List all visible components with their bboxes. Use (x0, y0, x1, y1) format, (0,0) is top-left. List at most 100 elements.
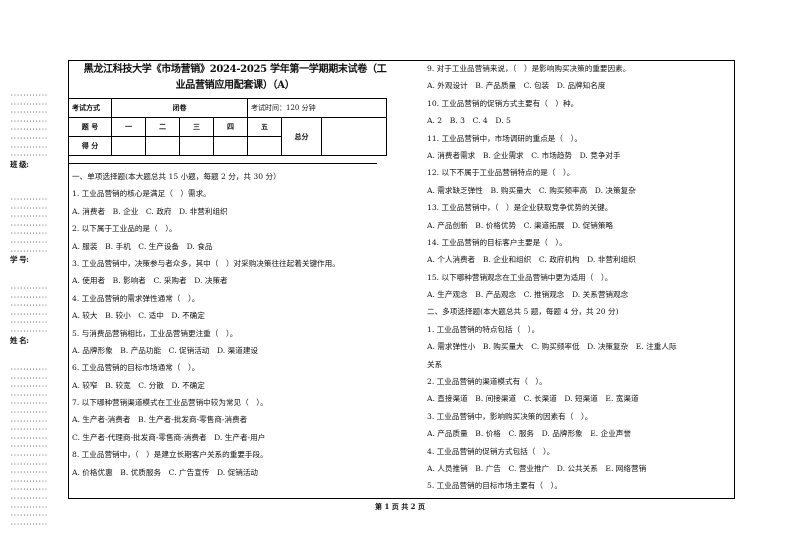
question-text: 7. 以下哪种营销渠道模式在工业品营销中较为常见（ ）。 (72, 398, 268, 408)
dot-line: ············ (10, 400, 48, 408)
dot-line: ············ (10, 285, 48, 292)
column-4: 四 (213, 117, 248, 137)
dot-line: ············ (10, 230, 48, 238)
answer-options: A. 2 B. 3 C. 4 D. 5 (427, 116, 511, 126)
question-no-label: 题 号 (68, 117, 112, 137)
dot-line: ············ (10, 117, 48, 125)
dot-line: ············ (10, 512, 48, 520)
dot-line: ············ (10, 196, 48, 203)
question-text: 8. 工业品营销中，（ ）是建立长期客户关系的重要手段。 (72, 450, 268, 460)
score-cell[interactable] (111, 136, 146, 156)
answer-options: C. 生产者-代理商-批发商-零售商-消费者 D. 生产者-用户 (72, 432, 266, 442)
answer-options: A. 消费者需求 B. 企业需求 C. 市场趋势 D. 竞争对手 (427, 150, 621, 160)
dot-line: ············ (10, 221, 48, 229)
question-text: 13. 工业品营销中，（ ）是企业获取竞争优势的关键。 (427, 203, 613, 213)
question-text: 14. 工业品营销的目标客户主要是（ ）。 (427, 237, 567, 247)
answer-options: A. 直接渠道 B. 间接渠道 C. 长渠道 D. 短渠道 E. 宽渠道 (427, 394, 639, 404)
dot-line: ············ (10, 302, 48, 310)
answer-options: A. 生产观念 B. 产品观念 C. 推销观念 D. 关系营销观念 (427, 290, 629, 300)
page-number: 第 1 页 共 2 页 (375, 502, 425, 511)
exam-title: 黑龙江科技大学《市场营销》2024-2025 学年第一学期期末试卷（工 业品营销… (70, 62, 400, 94)
question-text: 5. 工业品营销的目标市场主要有（ ）。 (427, 481, 562, 491)
title-line-2: 业品营销应用配套课）（A） (175, 80, 295, 91)
dot-line: ············ (10, 383, 48, 391)
score-cell[interactable] (145, 136, 180, 156)
dot-line: ············ (10, 374, 48, 382)
dot-line: ············ (10, 391, 48, 399)
column-3: 三 (179, 117, 214, 137)
binding-margin-3: ············ ············ ············ ·… (10, 285, 60, 345)
score-cell[interactable] (213, 136, 248, 156)
answer-options: A. 消费者 B. 企业 C. 政府 D. 非营利组织 (72, 206, 228, 216)
total-score-cell[interactable] (321, 117, 387, 156)
question-text: 6. 工业品营销的目标市场通常（ ）。 (72, 363, 200, 373)
answer-options: A. 生产者-消费者 B. 生产者-批发商-零售商-消费者 (72, 415, 248, 425)
dot-line: ············ (10, 477, 48, 485)
dot-line: ············ (10, 319, 48, 327)
question-text: 9. 对于工业品营销来说，（ ）是影响购买决策的重要因素。 (427, 64, 631, 73)
score-cell[interactable] (247, 136, 282, 156)
question-text: 10. 工业品营销的促销方式主要有（ ）种。 (427, 98, 579, 108)
answer-options: 关系 (427, 359, 443, 369)
score-table: 考试方式 闭卷 考试时间：120 分钟 题 号 一 二 三 四 五 总分 得 分 (68, 98, 387, 156)
dot-line: ············ (10, 238, 48, 246)
dot-line: ············ (10, 494, 48, 502)
exam-frame (68, 60, 735, 499)
score-label: 得 分 (68, 136, 112, 156)
section-heading: 一、单项选择题(本大题总共 15 小题，每题 2 分，共 30 分） (72, 172, 281, 181)
dot-line: ············ (10, 247, 48, 255)
dot-line: ············ (10, 520, 48, 528)
dot-line: ············ (10, 503, 48, 511)
name-label: 姓 名: (10, 335, 29, 345)
dot-line: ············ (10, 109, 48, 117)
column-1: 一 (111, 117, 146, 137)
answer-options: A. 需求缺乏弹性 B. 购买量大 C. 购买频率高 D. 决策复杂 (427, 185, 636, 195)
answer-options: A. 外观设计 B. 产品质量 C. 包装 D. 品牌知名度 (427, 81, 606, 91)
question-text: 1. 工业品营销的核心是满足（ ）需求。 (72, 189, 211, 199)
dot-line: ············ (10, 434, 48, 442)
answer-options: A. 服装 B. 手机 C. 生产设备 D. 食品 (72, 241, 213, 251)
question-text: 4. 工业品营销的需求弹性通常（ ）。 (72, 293, 200, 303)
column-5: 五 (247, 117, 282, 137)
dot-line: ············ (10, 426, 48, 434)
dot-line: ············ (10, 213, 48, 221)
answer-options: A. 人员推销 B. 广告 C. 营业推广 D. 公共关系 E. 网络营销 (427, 463, 647, 473)
binding-margin-1: ············ ············ ············ ·… (10, 92, 60, 169)
dot-line: ············ (10, 486, 48, 494)
question-text: 3. 工业品营销中，决策参与者众多，其中（ ）对采购决策往往起着关键作用。 (72, 258, 340, 268)
question-text: 12. 以下不属于工业品营销特点的是（ ）。 (427, 168, 575, 178)
student-id-label: 学 号: (10, 255, 29, 265)
binding-margin-4: ············ ············ ············ ·… (10, 366, 60, 529)
question-text: 1. 工业品营销的特点包括（ ）。 (427, 324, 540, 334)
column-2: 二 (145, 117, 180, 137)
question-text: 5. 与消费品营销相比，工业品营销更注重（ ）。 (72, 328, 238, 338)
answer-options: A. 产品创新 B. 价格优势 C. 渠道拓展 D. 促销策略 (427, 220, 614, 230)
answer-options: A. 较窄 B. 较宽 C. 分散 D. 不确定 (72, 380, 205, 390)
score-cell[interactable] (179, 136, 214, 156)
answer-options: A. 价格优惠 B. 优质服务 C. 广告宣传 D. 促销活动 (72, 467, 259, 477)
dot-line: ············ (10, 310, 48, 318)
question-text: 2. 工业品营销的渠道模式有（ ）。 (427, 377, 547, 387)
question-text: 11. 工业品营销中，市场调研的重点是（ ）。 (427, 133, 582, 143)
dot-line: ············ (10, 92, 48, 99)
dot-line: ············ (10, 293, 48, 301)
answer-options: A. 个人消费者 B. 企业和组织 C. 政府机构 D. 非营利组织 (427, 255, 636, 265)
answer-options: A. 产品质量 B. 价格 C. 服务 D. 品牌形象 E. 企业声誉 (427, 429, 631, 439)
exam-mode: 闭卷 (111, 98, 248, 118)
exam-time: 考试时间：120 分钟 (247, 98, 387, 118)
dot-line: ············ (10, 366, 48, 373)
question-text: 3. 工业品营销中，影响购买决策的因素有（ ）。 (427, 411, 593, 421)
dot-line: ············ (10, 152, 48, 160)
dot-line: ············ (10, 460, 48, 468)
dot-line: ············ (10, 417, 48, 425)
class-label: 班 级: (10, 159, 29, 169)
exam-mode-label: 考试方式 (68, 98, 112, 118)
answer-options: A. 品牌形象 B. 产品功能 C. 促销活动 D. 渠道建设 (72, 345, 259, 355)
total-label: 总分 (281, 117, 322, 156)
dot-line: ············ (10, 443, 48, 451)
dot-line: ············ (10, 408, 48, 416)
question-text: 15. 以下哪种营销观念在工业品营销中更为适用（ ）。 (427, 272, 613, 282)
dot-line: ············ (10, 204, 48, 212)
dot-line: ············ (10, 143, 48, 151)
